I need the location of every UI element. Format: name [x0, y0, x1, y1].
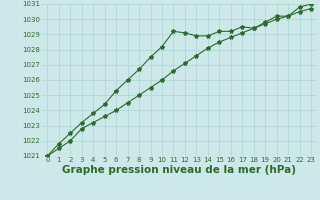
X-axis label: Graphe pression niveau de la mer (hPa): Graphe pression niveau de la mer (hPa): [62, 165, 296, 175]
